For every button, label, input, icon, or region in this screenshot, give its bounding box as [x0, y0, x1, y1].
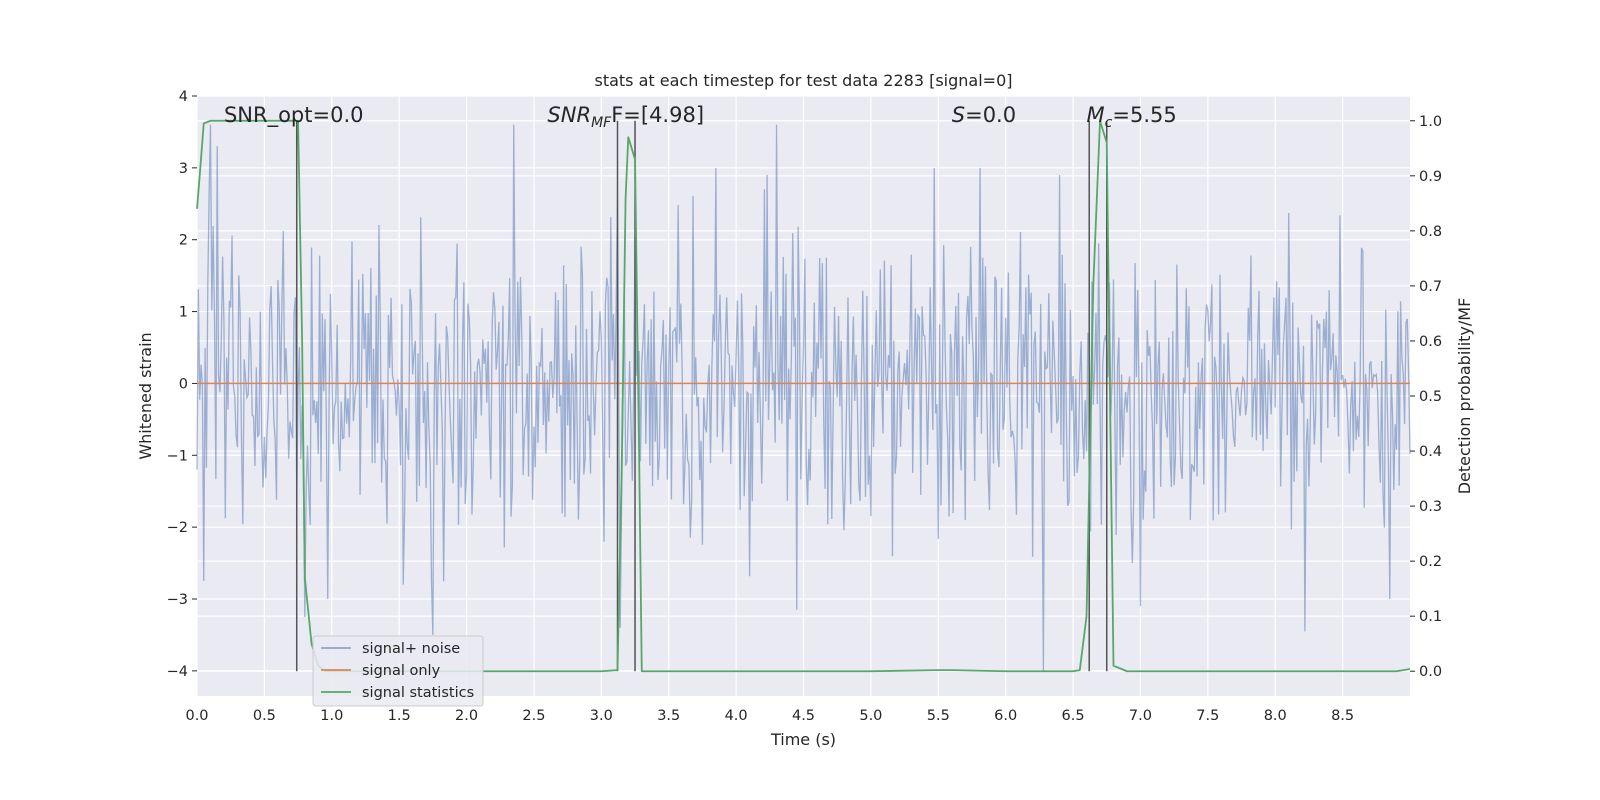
legend-label-signal-statistics: signal statistics — [362, 685, 474, 701]
x-axis-title: Time (s) — [770, 730, 836, 749]
x-tick-label: 5.5 — [927, 708, 950, 724]
y2-tick-label: 0.3 — [1419, 499, 1442, 515]
y-tick-label: 0 — [179, 376, 188, 392]
y-tick-label: 2 — [179, 233, 188, 249]
legend-label-signal-only: signal only — [362, 663, 441, 679]
statistics-line — [196, 119, 1411, 673]
legend-label-signal-noise: signal+ noise — [362, 641, 460, 657]
y-tick-label: 3 — [179, 161, 188, 177]
x-tick-label: 1.0 — [320, 708, 343, 724]
x-tick-label: 8.0 — [1264, 708, 1287, 724]
x-tick-label: 7.0 — [1129, 708, 1152, 724]
x-tick-label: 2.5 — [522, 708, 545, 724]
y-tick-label: −2 — [167, 520, 188, 536]
axis-ticks: 0.0 0.5 1.0 1.5 2.0 2.5 3.0 3.5 4.0 4.5 5.0 5.5 6.0 6… — [167, 89, 1442, 724]
annotation: SNRMFF=[4.98] — [547, 103, 704, 131]
y2-tick-label: 0.1 — [1419, 609, 1442, 625]
x-tick-label: 0.5 — [253, 708, 276, 724]
x-tick-label: 4.0 — [725, 708, 748, 724]
y-tick-label: 4 — [179, 89, 188, 105]
y-tick-label: −3 — [167, 592, 188, 608]
x-tick-label: 7.5 — [1196, 708, 1219, 724]
x-tick-label: 8.5 — [1331, 708, 1354, 724]
annotation: SNR_opt=0.0 — [224, 103, 364, 128]
annotations: SNR_opt=0.0 SNRMFF=[4.98] S=0.0 Mc=5.55 — [224, 103, 1177, 131]
chart-title: stats at each timestep for test data 228… — [594, 71, 1012, 90]
x-tick-label: 6.5 — [1062, 708, 1085, 724]
y2-tick-label: 0.7 — [1419, 279, 1442, 295]
x-tick-label: 3.5 — [657, 708, 680, 724]
y-axis-title: Whitened strain — [136, 332, 155, 459]
x-tick-label: 2.0 — [455, 708, 478, 724]
x-tick-label: 6.0 — [994, 708, 1017, 724]
y-tick-label: −4 — [167, 664, 188, 680]
annotation: Mc=5.55 — [1087, 103, 1177, 131]
x-tick-label: 4.5 — [792, 708, 815, 724]
annotation: S=0.0 — [952, 103, 1016, 127]
y2-tick-label: 0.0 — [1419, 664, 1442, 680]
x-tick-label: 0.0 — [185, 708, 208, 724]
series-signal-noise — [196, 124, 1411, 671]
noise-line — [196, 124, 1411, 671]
y2-axis-title: Detection probability/MF — [1455, 298, 1474, 495]
legend-box — [312, 635, 484, 707]
y-tick-label: 1 — [179, 305, 188, 321]
series-signal-statistics — [196, 119, 1411, 673]
y2-tick-label: 0.2 — [1419, 554, 1442, 570]
y-tick-label: −1 — [167, 448, 188, 464]
y2-tick-label: 0.9 — [1419, 169, 1442, 185]
y2-tick-label: 0.8 — [1419, 224, 1442, 240]
y2-tick-label: 0.5 — [1419, 389, 1442, 405]
x-tick-label: 3.0 — [590, 708, 613, 724]
y2-tick-label: 0.4 — [1419, 444, 1442, 460]
x-tick-label: 1.5 — [388, 708, 411, 724]
y2-tick-label: 1.0 — [1419, 114, 1442, 130]
legend: signal+ noise signal only signal statist… — [312, 635, 484, 707]
y2-tick-label: 0.6 — [1419, 334, 1442, 350]
x-tick-label: 5.0 — [859, 708, 882, 724]
